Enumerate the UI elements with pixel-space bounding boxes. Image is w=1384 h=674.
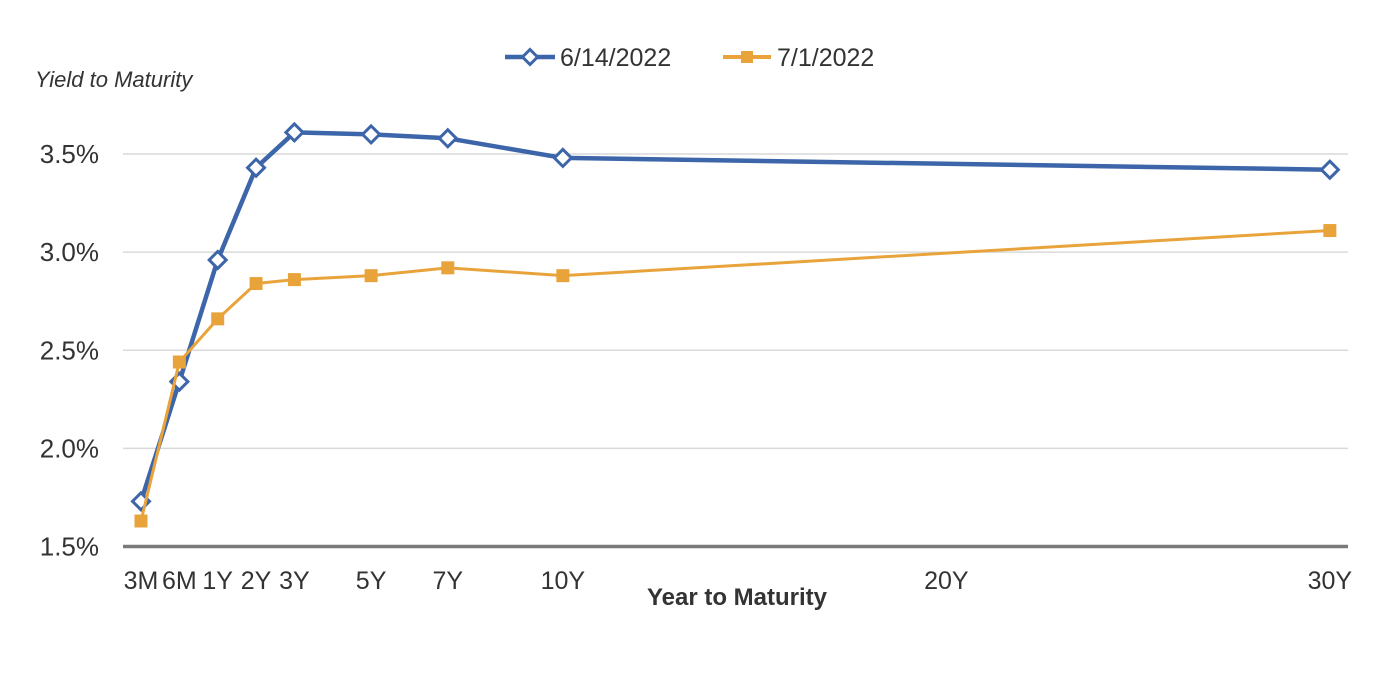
data-point-marker-square bbox=[1323, 224, 1337, 238]
data-point-marker-square bbox=[172, 355, 186, 369]
data-point-marker-diamond bbox=[245, 157, 267, 179]
data-point-marker-square bbox=[249, 277, 263, 291]
data-point-marker-diamond bbox=[520, 47, 540, 67]
x-tick-label: 2Y bbox=[241, 567, 272, 595]
x-tick-label: 1Y bbox=[202, 567, 233, 595]
axis-text-layer: 1.5% 2.0% 2.5% 3.0% 3.5% 3M 6M 1Y 2Y 3Y 5Y 7Y 10Y 20Y… bbox=[40, 139, 1353, 595]
legend-label: 6/14/2022 bbox=[560, 44, 671, 72]
x-tick-label: 7Y bbox=[433, 567, 464, 595]
x-axis-title: Year to Maturity bbox=[647, 584, 828, 611]
series-6-14-2022 bbox=[130, 121, 1341, 512]
data-point-marker-square bbox=[556, 269, 570, 283]
data-point-marker-square bbox=[134, 514, 148, 528]
y-tick-label: 3.0% bbox=[40, 237, 99, 267]
y-tick-label: 2.5% bbox=[40, 335, 99, 365]
series-line bbox=[139, 229, 1332, 523]
data-point-marker-square bbox=[287, 273, 301, 287]
x-tick-label: 3Y bbox=[279, 567, 310, 595]
data-point-marker-diamond bbox=[437, 127, 459, 149]
data-point-marker-square bbox=[211, 312, 225, 326]
data-point-marker-diamond bbox=[207, 249, 229, 271]
series-line bbox=[138, 130, 1333, 504]
x-tick-label: 30Y bbox=[1308, 567, 1353, 595]
legend-label: 7/1/2022 bbox=[777, 44, 874, 72]
x-tick-label: 6M bbox=[162, 567, 197, 595]
y-tick-label: 2.0% bbox=[40, 433, 99, 463]
series-layer bbox=[130, 121, 1341, 528]
data-point-marker-diamond bbox=[1319, 159, 1341, 181]
data-point-marker-square bbox=[364, 269, 378, 283]
y-axis-title: Yield to Maturity bbox=[35, 67, 194, 92]
x-tick-label: 5Y bbox=[356, 567, 387, 595]
y-tick-label: 3.5% bbox=[40, 139, 99, 169]
data-point-marker-diamond bbox=[283, 121, 306, 144]
data-point-marker-square bbox=[741, 51, 753, 63]
series-7-1-2022 bbox=[134, 224, 1337, 528]
grid-layer bbox=[123, 153, 1348, 549]
x-tick-label: 20Y bbox=[924, 567, 969, 595]
data-point-marker-diamond bbox=[552, 147, 574, 169]
x-tick-label: 10Y bbox=[541, 567, 586, 595]
y-tick-label: 1.5% bbox=[40, 532, 99, 562]
legend-item: 6/14/2022 bbox=[505, 44, 671, 72]
x-tick-label: 3M bbox=[124, 567, 159, 595]
data-point-marker-square bbox=[441, 261, 455, 275]
legend: 6/14/2022 7/1/2022 bbox=[505, 44, 874, 72]
legend-item: 7/1/2022 bbox=[723, 44, 874, 72]
data-point-marker-diamond bbox=[360, 123, 382, 145]
